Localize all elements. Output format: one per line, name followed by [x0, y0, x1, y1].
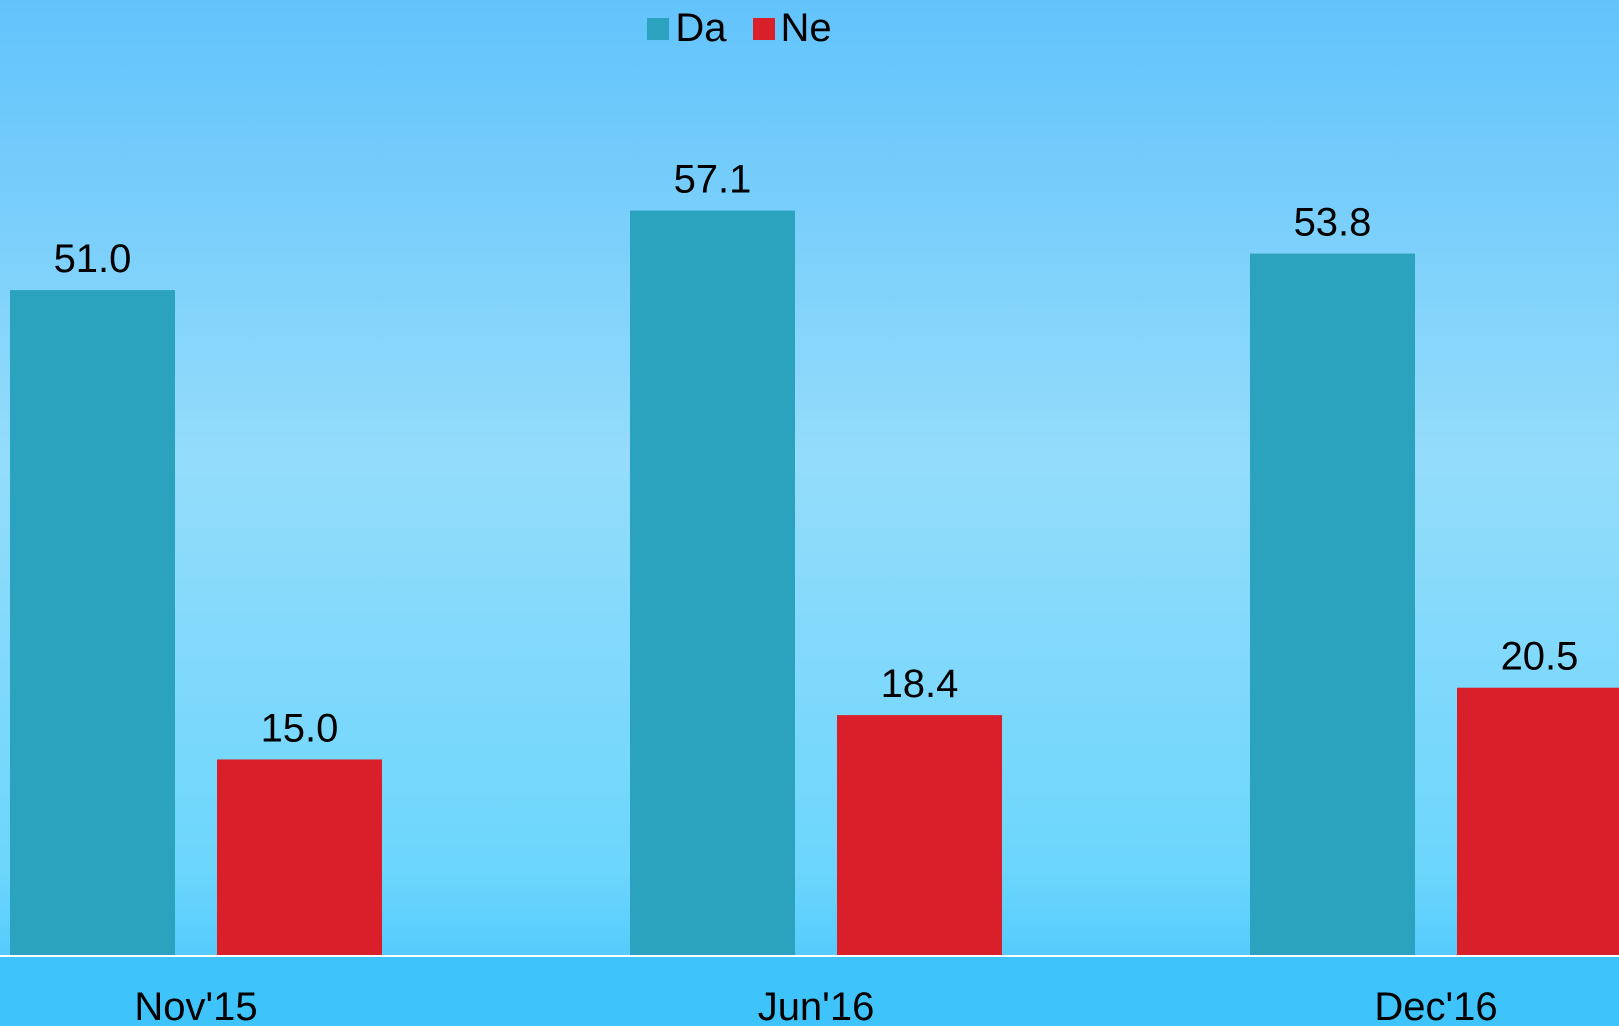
- legend-swatch-da: [647, 17, 670, 40]
- value-label-ne-0: 15.0: [261, 706, 339, 750]
- bar-ne-1: [837, 715, 1002, 955]
- legend-item-ne: Ne: [752, 6, 832, 51]
- bar-da-1: [630, 210, 795, 955]
- x-tick-label-0: Nov'15: [134, 985, 257, 1026]
- value-label-ne-1: 18.4: [881, 662, 959, 706]
- bar-ne-0: [217, 759, 382, 955]
- legend: Da Ne: [0, 6, 1549, 51]
- legend-label-ne: Ne: [780, 6, 832, 50]
- x-axis-band: [0, 955, 1619, 1026]
- bar-da-0: [10, 290, 175, 955]
- bar-da-2: [1250, 253, 1415, 955]
- x-tick-label-1: Jun'16: [758, 985, 875, 1026]
- legend-item-da: Da: [647, 6, 727, 51]
- value-label-da-1: 57.1: [674, 158, 752, 202]
- legend-label-da: Da: [675, 6, 727, 50]
- bar-ne-2: [1457, 687, 1619, 955]
- value-label-da-0: 51.0: [54, 237, 132, 281]
- legend-swatch-ne: [752, 17, 775, 40]
- x-tick-label-2: Dec'16: [1374, 985, 1497, 1026]
- value-label-ne-2: 20.5: [1501, 635, 1579, 679]
- value-label-da-2: 53.8: [1294, 201, 1372, 245]
